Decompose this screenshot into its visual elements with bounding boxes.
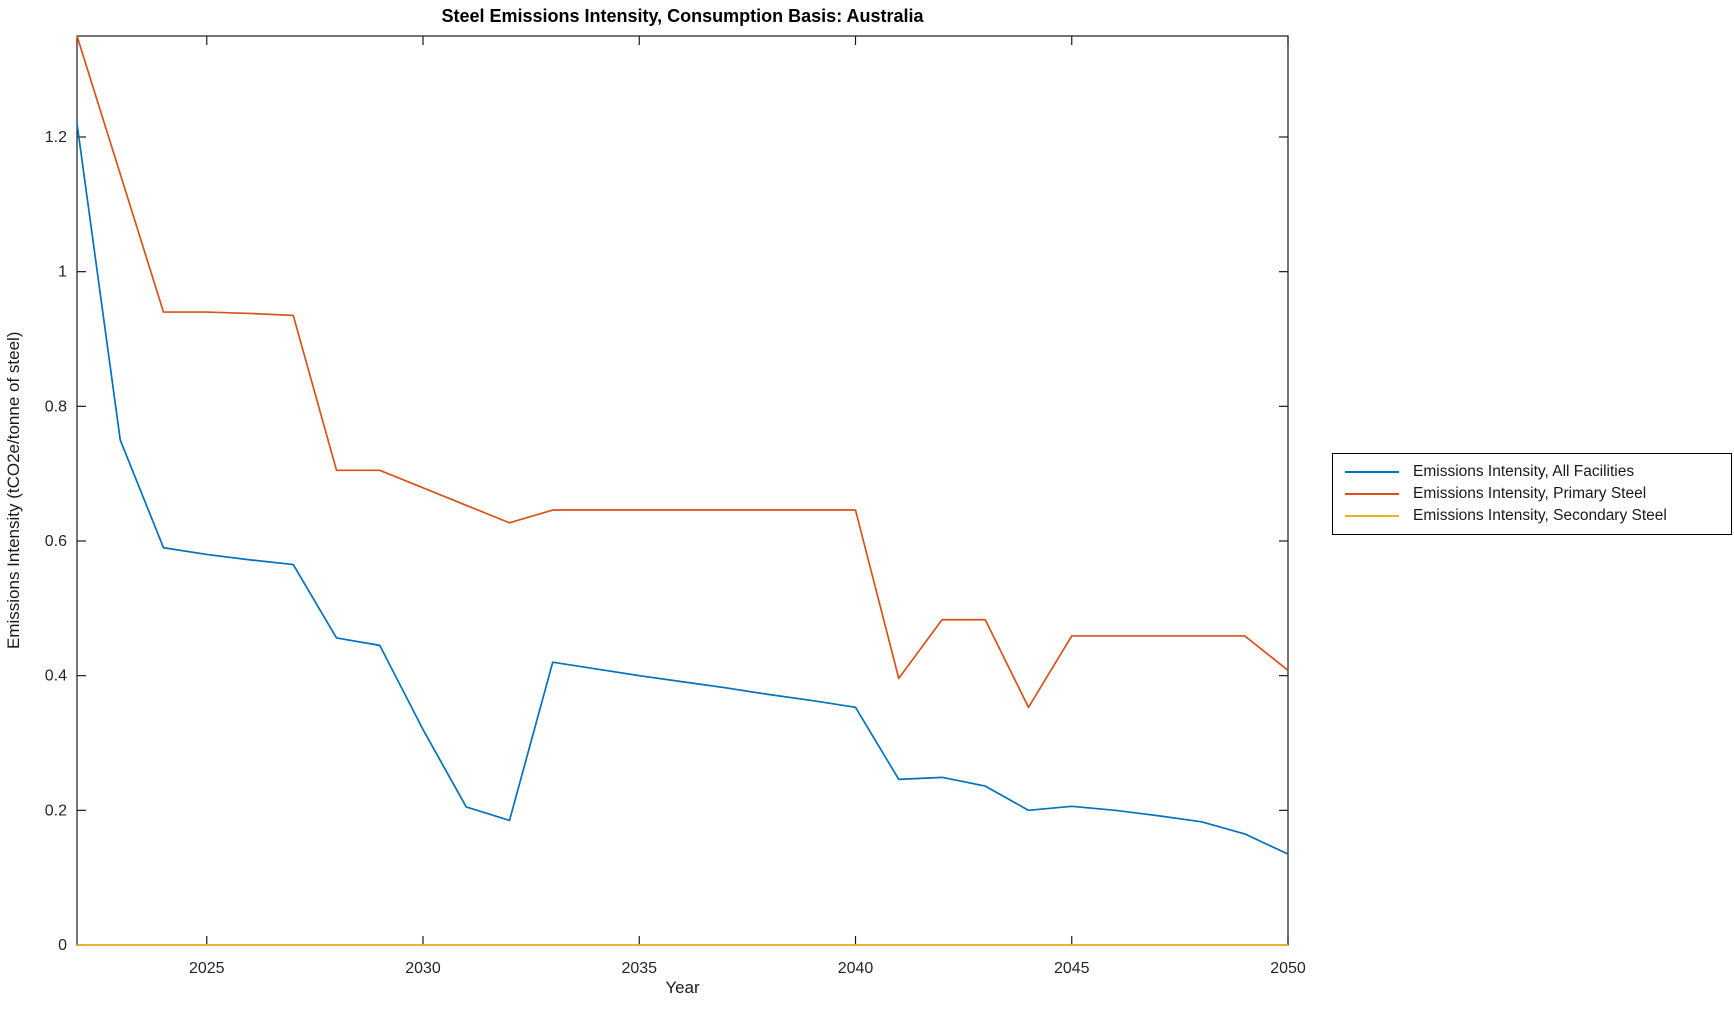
y-tick-label: 0 — [58, 937, 67, 954]
series-line-emissions-intensity-primary-steel — [76, 35, 1289, 709]
y-axis-label: Emissions Intensity (tCO2e/tonne of stee… — [4, 331, 23, 650]
legend-line-swatch — [1345, 493, 1399, 495]
x-tick-label: 2040 — [838, 960, 874, 977]
axes-box — [76, 35, 1289, 946]
y-tick-label: 0.8 — [45, 398, 67, 415]
x-tick-label: 2050 — [1270, 960, 1306, 977]
x-axis-label: Year — [665, 978, 700, 997]
y-tick-label: 1.2 — [45, 129, 67, 146]
y-tick-label: 0.6 — [45, 533, 67, 550]
legend-item-all-facilities: Emissions Intensity, All Facilities — [1333, 461, 1731, 483]
y-tick-label: 0.2 — [45, 802, 67, 819]
x-tick-label: 2035 — [621, 960, 657, 977]
legend-label: Emissions Intensity, All Facilities — [1413, 463, 1635, 480]
chart-title: Steel Emissions Intensity, Consumption B… — [441, 6, 924, 26]
x-tick-label: 2030 — [405, 960, 441, 977]
series-line-emissions-intensity-all-facilities — [76, 123, 1289, 855]
legend-line-swatch — [1345, 471, 1399, 473]
x-tick-label: 2045 — [1054, 960, 1090, 977]
legend: Emissions Intensity, All Facilities Emis… — [1332, 453, 1732, 535]
legend-item-secondary-steel: Emissions Intensity, Secondary Steel — [1333, 505, 1731, 527]
x-tick-label: 2025 — [189, 960, 225, 977]
y-tick-label: 0.4 — [45, 668, 67, 685]
legend-label: Emissions Intensity, Primary Steel — [1413, 485, 1647, 502]
legend-item-primary-steel: Emissions Intensity, Primary Steel — [1333, 483, 1731, 505]
y-tick-label: 1 — [58, 264, 67, 281]
legend-line-swatch — [1345, 515, 1399, 517]
legend-label: Emissions Intensity, Secondary Steel — [1413, 507, 1667, 524]
